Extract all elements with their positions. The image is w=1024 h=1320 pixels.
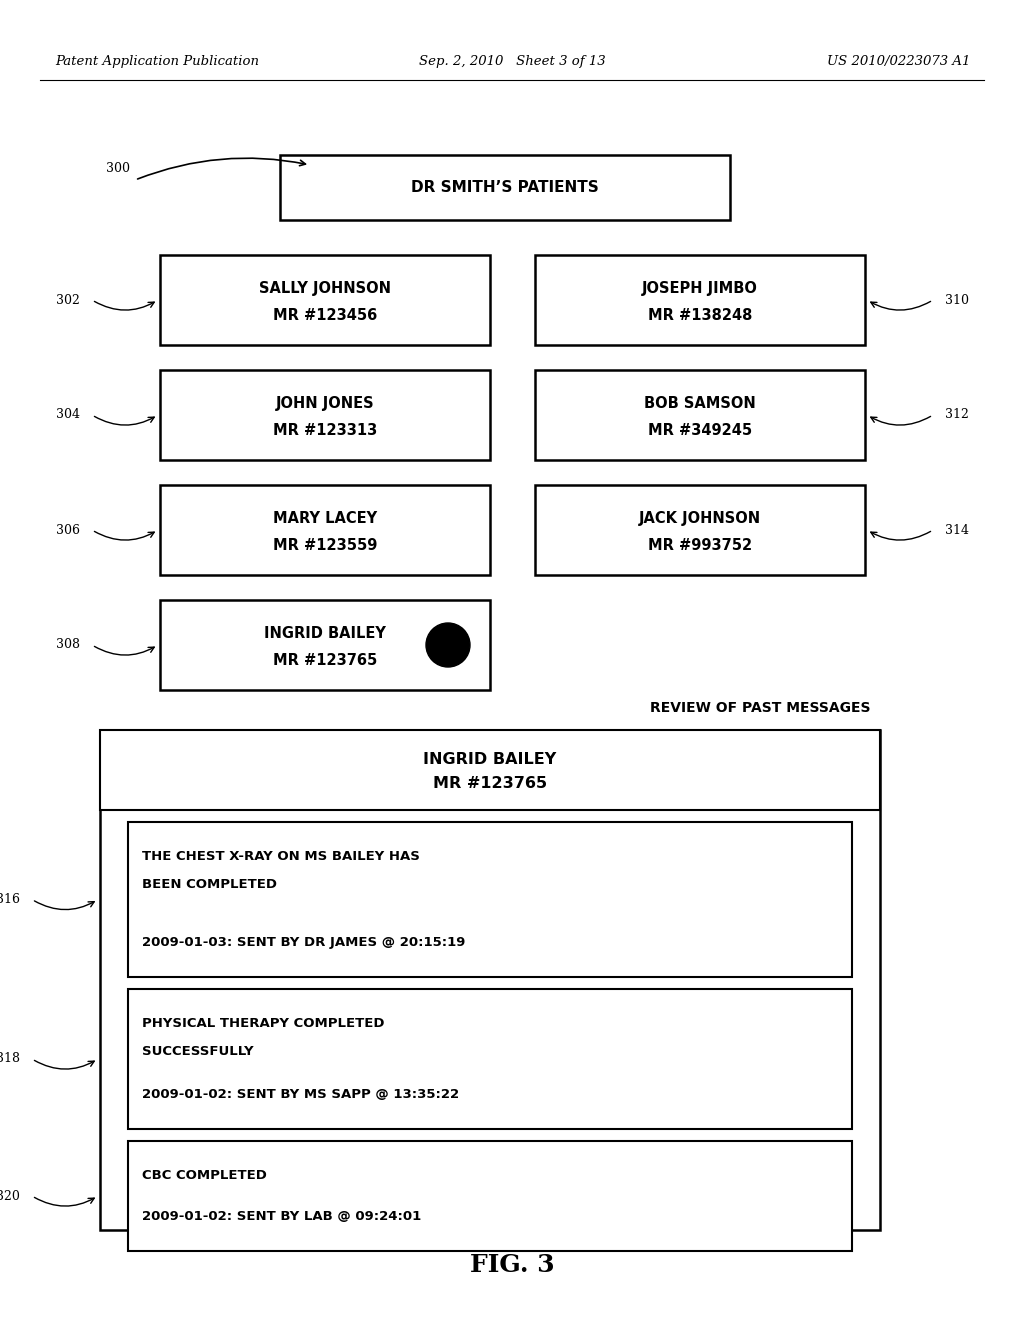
Text: MR #123765: MR #123765 — [433, 776, 547, 791]
Text: MR #123559: MR #123559 — [272, 537, 377, 553]
Bar — [160, 255, 490, 345]
Text: US 2010/0223073 A1: US 2010/0223073 A1 — [826, 55, 970, 69]
Text: 312: 312 — [945, 408, 969, 421]
Bar — [100, 730, 880, 1230]
Text: 304: 304 — [56, 408, 80, 421]
Text: SALLY JOHNSON: SALLY JOHNSON — [259, 281, 391, 296]
Text: 316: 316 — [0, 894, 20, 906]
Text: PHYSICAL THERAPY COMPLETED: PHYSICAL THERAPY COMPLETED — [142, 1016, 384, 1030]
Text: MARY LACEY: MARY LACEY — [273, 511, 377, 525]
Text: MR #123313: MR #123313 — [272, 422, 377, 438]
Text: BOB SAMSON: BOB SAMSON — [644, 396, 756, 411]
Bar — [128, 1140, 852, 1251]
Text: MR #349245: MR #349245 — [648, 422, 752, 438]
Text: JOHN JONES: JOHN JONES — [275, 396, 375, 411]
Text: MR #123456: MR #123456 — [272, 308, 377, 323]
Text: MR #138248: MR #138248 — [648, 308, 753, 323]
Text: 300: 300 — [106, 161, 130, 174]
Bar — [535, 484, 865, 576]
Text: 308: 308 — [56, 639, 80, 652]
Text: 318: 318 — [0, 1052, 20, 1065]
Text: 310: 310 — [945, 293, 969, 306]
Text: JACK JOHNSON: JACK JOHNSON — [639, 511, 761, 525]
Text: 2009-01-02: SENT BY LAB @ 09:24:01: 2009-01-02: SENT BY LAB @ 09:24:01 — [142, 1210, 421, 1224]
Circle shape — [426, 623, 470, 667]
Text: MR #123765: MR #123765 — [272, 653, 377, 668]
Bar — [128, 989, 852, 1129]
Bar — [280, 154, 730, 220]
Text: 306: 306 — [56, 524, 80, 536]
Text: CBC COMPLETED: CBC COMPLETED — [142, 1170, 267, 1181]
Text: 302: 302 — [56, 293, 80, 306]
Text: INGRID BAILEY: INGRID BAILEY — [264, 626, 386, 640]
Bar — [160, 370, 490, 459]
Text: 2009-01-02: SENT BY MS SAPP @ 13:35:22: 2009-01-02: SENT BY MS SAPP @ 13:35:22 — [142, 1088, 459, 1101]
Text: MR #993752: MR #993752 — [648, 537, 752, 553]
Text: 314: 314 — [945, 524, 969, 536]
Text: SUCCESSFULLY: SUCCESSFULLY — [142, 1045, 254, 1059]
Text: INGRID BAILEY: INGRID BAILEY — [423, 752, 557, 767]
Text: THE CHEST X-RAY ON MS BAILEY HAS: THE CHEST X-RAY ON MS BAILEY HAS — [142, 850, 420, 863]
Text: 2009-01-03: SENT BY DR JAMES @ 20:15:19: 2009-01-03: SENT BY DR JAMES @ 20:15:19 — [142, 936, 465, 949]
Bar — [535, 255, 865, 345]
Bar — [160, 484, 490, 576]
Text: 320: 320 — [0, 1189, 20, 1203]
Text: DR SMITH’S PATIENTS: DR SMITH’S PATIENTS — [411, 180, 599, 195]
Text: BEEN COMPLETED: BEEN COMPLETED — [142, 878, 278, 891]
Text: JOSEPH JIMBO: JOSEPH JIMBO — [642, 281, 758, 296]
Text: REVIEW OF PAST MESSAGES: REVIEW OF PAST MESSAGES — [649, 701, 870, 715]
Text: FIG. 3: FIG. 3 — [470, 1253, 554, 1276]
Bar — [160, 601, 490, 690]
Text: Patent Application Publication: Patent Application Publication — [55, 55, 259, 69]
Text: Sep. 2, 2010   Sheet 3 of 13: Sep. 2, 2010 Sheet 3 of 13 — [419, 55, 605, 69]
Bar — [535, 370, 865, 459]
Bar — [100, 730, 880, 810]
Bar — [128, 822, 852, 977]
